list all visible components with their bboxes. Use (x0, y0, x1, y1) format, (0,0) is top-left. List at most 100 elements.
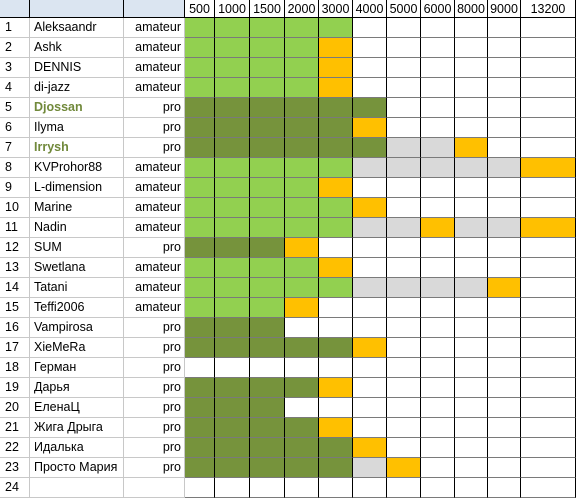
progress-cell-6000[interactable] (421, 58, 455, 78)
progress-cell-8000[interactable] (455, 278, 488, 298)
row-number-cell[interactable]: 8 (0, 158, 30, 178)
progress-cell-13200[interactable] (521, 38, 576, 58)
progress-cell-9000[interactable] (488, 238, 521, 258)
progress-cell-1000[interactable] (215, 158, 250, 178)
progress-cell-5000[interactable] (387, 238, 421, 258)
progress-cell-8000[interactable] (455, 178, 488, 198)
progress-cell-2000[interactable] (285, 238, 319, 258)
progress-cell-6000[interactable] (421, 98, 455, 118)
row-number-cell[interactable]: 13 (0, 258, 30, 278)
progress-cell-2000[interactable] (285, 278, 319, 298)
progress-cell-8000[interactable] (455, 78, 488, 98)
progress-cell-4000[interactable] (353, 118, 387, 138)
progress-cell-13200[interactable] (521, 418, 576, 438)
participant-name-cell[interactable]: Ashk (30, 38, 124, 58)
progress-cell-4000[interactable] (353, 338, 387, 358)
progress-cell-8000[interactable] (455, 38, 488, 58)
progress-cell-9000[interactable] (488, 158, 521, 178)
row-number-cell[interactable]: 2 (0, 38, 30, 58)
progress-cell-9000[interactable] (488, 58, 521, 78)
progress-cell-8000[interactable] (455, 218, 488, 238)
progress-cell-8000[interactable] (455, 198, 488, 218)
participant-level-cell[interactable]: amateur (124, 158, 185, 178)
progress-cell-4000[interactable] (353, 238, 387, 258)
progress-cell-4000[interactable] (353, 218, 387, 238)
progress-cell-500[interactable] (185, 158, 215, 178)
progress-cell-1000[interactable] (215, 258, 250, 278)
progress-cell-3000[interactable] (319, 338, 353, 358)
progress-cell-5000[interactable] (387, 18, 421, 38)
progress-cell-5000[interactable] (387, 58, 421, 78)
progress-cell-4000[interactable] (353, 58, 387, 78)
progress-cell-13200[interactable] (521, 338, 576, 358)
progress-cell-500[interactable] (185, 178, 215, 198)
progress-cell-500[interactable] (185, 198, 215, 218)
participant-level-cell[interactable]: pro (124, 138, 185, 158)
progress-cell-13200[interactable] (521, 238, 576, 258)
participant-level-cell[interactable]: pro (124, 358, 185, 378)
row-number-cell[interactable]: 5 (0, 98, 30, 118)
progress-cell-6000[interactable] (421, 158, 455, 178)
progress-cell-13200[interactable] (521, 478, 576, 498)
progress-cell-3000[interactable] (319, 58, 353, 78)
participant-level-cell[interactable]: pro (124, 318, 185, 338)
progress-cell-1000[interactable] (215, 38, 250, 58)
participant-name-cell[interactable]: Teffi2006 (30, 298, 124, 318)
progress-cell-500[interactable] (185, 298, 215, 318)
progress-cell-500[interactable] (185, 98, 215, 118)
progress-cell-5000[interactable] (387, 278, 421, 298)
row-number-cell[interactable]: 14 (0, 278, 30, 298)
progress-cell-5000[interactable] (387, 298, 421, 318)
row-number-cell[interactable]: 18 (0, 358, 30, 378)
progress-cell-1000[interactable] (215, 218, 250, 238)
progress-cell-6000[interactable] (421, 38, 455, 58)
participant-level-cell[interactable]: amateur (124, 38, 185, 58)
participant-name-cell[interactable]: KVProhor88 (30, 158, 124, 178)
participant-level-cell[interactable]: amateur (124, 178, 185, 198)
progress-cell-9000[interactable] (488, 478, 521, 498)
progress-cell-500[interactable] (185, 318, 215, 338)
progress-cell-4000[interactable] (353, 158, 387, 178)
participant-name-cell[interactable]: Tatani (30, 278, 124, 298)
progress-cell-4000[interactable] (353, 258, 387, 278)
participant-level-cell[interactable]: amateur (124, 298, 185, 318)
progress-cell-3000[interactable] (319, 418, 353, 438)
participant-level-cell[interactable]: amateur (124, 218, 185, 238)
progress-cell-1500[interactable] (250, 458, 285, 478)
participant-name-cell[interactable]: Дарья (30, 378, 124, 398)
progress-cell-1500[interactable] (250, 338, 285, 358)
progress-cell-5000[interactable] (387, 138, 421, 158)
progress-cell-2000[interactable] (285, 38, 319, 58)
row-number-cell[interactable]: 16 (0, 318, 30, 338)
progress-cell-5000[interactable] (387, 378, 421, 398)
progress-cell-1000[interactable] (215, 318, 250, 338)
progress-cell-4000[interactable] (353, 398, 387, 418)
participant-name-cell[interactable]: Djossan (30, 98, 124, 118)
progress-cell-1500[interactable] (250, 38, 285, 58)
header-threshold-2000[interactable]: 2000 (285, 0, 319, 18)
progress-cell-9000[interactable] (488, 118, 521, 138)
progress-cell-2000[interactable] (285, 18, 319, 38)
progress-cell-1500[interactable] (250, 438, 285, 458)
progress-cell-9000[interactable] (488, 38, 521, 58)
participant-level-cell[interactable]: amateur (124, 258, 185, 278)
progress-cell-3000[interactable] (319, 278, 353, 298)
progress-cell-6000[interactable] (421, 78, 455, 98)
progress-cell-6000[interactable] (421, 358, 455, 378)
progress-cell-2000[interactable] (285, 158, 319, 178)
progress-cell-2000[interactable] (285, 318, 319, 338)
progress-cell-2000[interactable] (285, 338, 319, 358)
progress-cell-4000[interactable] (353, 418, 387, 438)
participant-level-cell[interactable]: amateur (124, 78, 185, 98)
progress-cell-3000[interactable] (319, 378, 353, 398)
progress-cell-5000[interactable] (387, 38, 421, 58)
progress-cell-1500[interactable] (250, 138, 285, 158)
header-threshold-8000[interactable]: 8000 (455, 0, 488, 18)
progress-cell-5000[interactable] (387, 438, 421, 458)
progress-cell-1500[interactable] (250, 58, 285, 78)
row-number-cell[interactable]: 19 (0, 378, 30, 398)
progress-cell-1500[interactable] (250, 78, 285, 98)
progress-cell-5000[interactable] (387, 98, 421, 118)
progress-cell-13200[interactable] (521, 218, 576, 238)
